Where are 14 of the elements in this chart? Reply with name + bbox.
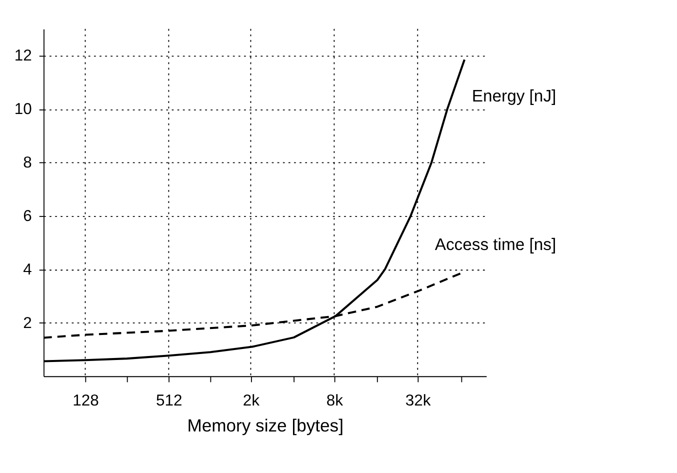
x-axis-title: Memory size [bytes] <box>187 415 344 436</box>
x-tick-label: 2k <box>242 392 260 410</box>
series-label: Access time [ns] <box>434 235 556 254</box>
y-tick-label: 10 <box>14 101 32 118</box>
y-tick-label: 4 <box>23 261 32 278</box>
series-label: Energy [nJ] <box>472 86 556 106</box>
y-tick-label: 2 <box>23 314 32 332</box>
x-tick-label: 32k <box>405 392 431 410</box>
y-tick-label: 6 <box>23 208 32 225</box>
x-tick-label: 512 <box>156 392 182 410</box>
y-tick-label: 8 <box>23 154 32 172</box>
x-tick-label: 8k <box>326 392 344 410</box>
x-tick-label: 128 <box>72 392 100 410</box>
y-tick-label: 12 <box>14 48 32 65</box>
